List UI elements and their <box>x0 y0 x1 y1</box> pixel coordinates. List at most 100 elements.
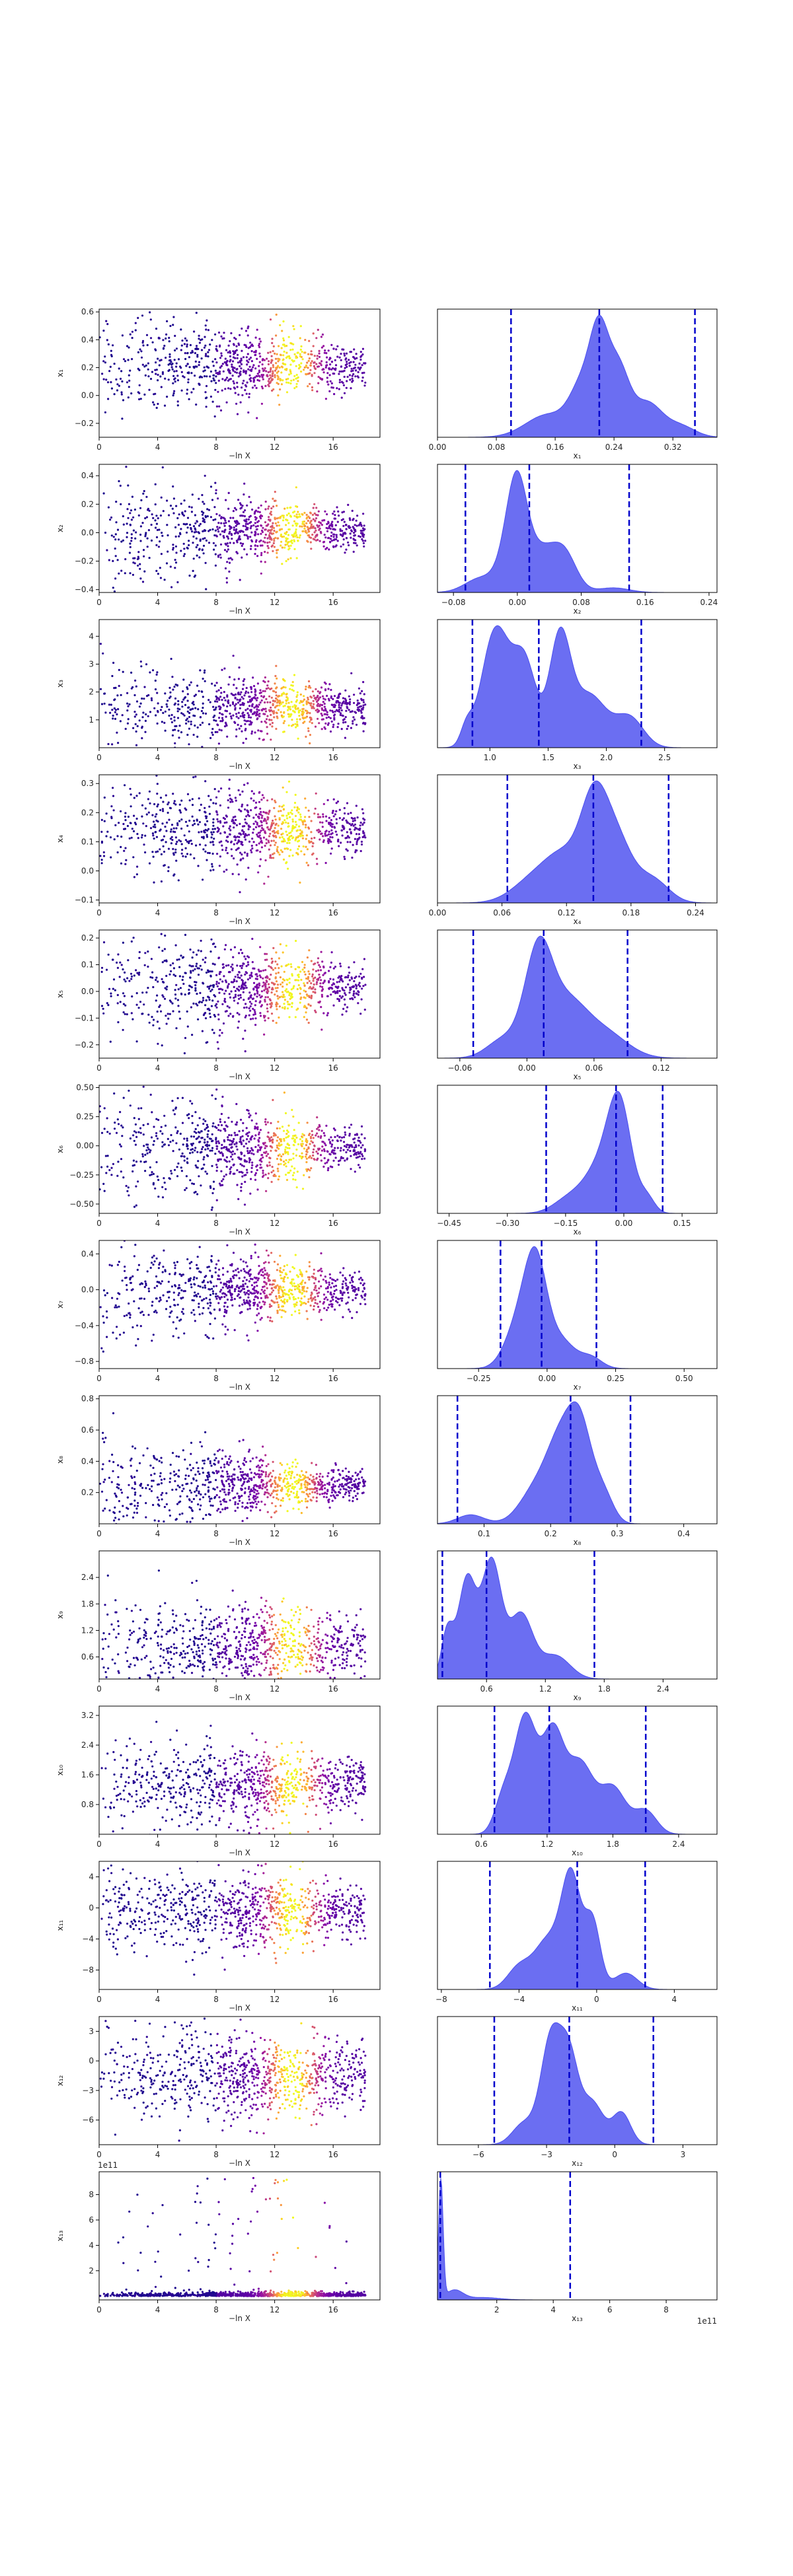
trace-point <box>324 727 326 730</box>
trace-point <box>233 678 236 681</box>
trace-point <box>155 569 158 573</box>
trace-point <box>361 540 364 542</box>
trace-point <box>202 848 205 851</box>
trace-point <box>216 818 219 820</box>
trace-point <box>258 974 261 977</box>
trace-point <box>355 353 358 355</box>
trace-point <box>267 990 270 993</box>
trace-point <box>175 984 178 986</box>
trace-point <box>257 871 260 874</box>
trace-point <box>191 1034 194 1036</box>
trace-point <box>323 980 326 983</box>
trace-point <box>260 699 263 702</box>
trace-point <box>274 799 276 802</box>
trace-point <box>295 851 298 854</box>
trace-point <box>208 349 211 351</box>
trace-point <box>358 705 361 708</box>
trace-point <box>244 389 246 392</box>
trace-point <box>176 400 179 403</box>
trace-point <box>361 380 363 382</box>
trace-point <box>144 1153 147 1156</box>
trace-point <box>244 1016 246 1019</box>
trace-point <box>237 873 240 876</box>
trace-point <box>295 515 298 519</box>
trace-point <box>208 699 210 701</box>
trace-point <box>307 1003 310 1006</box>
trace-point <box>126 522 128 525</box>
trace-point <box>349 828 352 831</box>
trace-point <box>110 387 113 390</box>
trace-ytick-label: 0.0 <box>81 987 94 996</box>
trace-point <box>276 832 279 834</box>
trace-point <box>278 853 281 856</box>
trace-point <box>174 993 177 996</box>
trace-point <box>212 802 215 805</box>
trace-point <box>300 370 303 373</box>
trace-point <box>274 522 277 525</box>
trace-point <box>252 1017 254 1020</box>
trace-point <box>232 366 235 369</box>
trace-point <box>305 701 308 704</box>
trace-point <box>312 507 315 509</box>
trace-point <box>135 823 137 826</box>
trace-point <box>286 834 289 836</box>
trace-point <box>268 809 271 812</box>
trace-point <box>223 948 226 950</box>
trace-point <box>314 807 317 810</box>
trace-point <box>119 484 122 487</box>
trace-point <box>311 533 314 536</box>
density-xtick-label: 0.00 <box>429 443 447 452</box>
trace-point <box>274 987 277 989</box>
trace-point <box>321 960 324 963</box>
trace-point <box>242 684 245 686</box>
trace-point <box>312 986 315 989</box>
trace-point <box>226 852 229 855</box>
trace-point <box>319 976 321 979</box>
trace-point <box>270 526 272 528</box>
trace-point <box>295 700 297 703</box>
trace-point <box>310 1140 313 1143</box>
trace-point <box>217 790 220 793</box>
trace-point <box>337 695 340 698</box>
trace-point <box>188 505 191 508</box>
trace-point <box>228 1006 231 1009</box>
trace-point <box>194 968 196 970</box>
trace-point <box>178 535 180 538</box>
trace-point <box>186 710 189 713</box>
trace-point <box>270 360 273 363</box>
trace-point <box>204 811 207 814</box>
trace-point <box>356 699 359 702</box>
trace-point <box>250 688 252 690</box>
trace-point <box>176 999 179 1001</box>
trace-point <box>173 1168 176 1171</box>
trace-point <box>328 699 330 701</box>
trace-point <box>147 798 149 801</box>
trace-point <box>283 995 286 998</box>
trace-point <box>211 728 214 731</box>
trace-point <box>289 515 291 517</box>
trace-point <box>279 976 282 979</box>
trace-point <box>277 701 280 703</box>
trace-point <box>143 393 146 396</box>
trace-point <box>159 359 161 362</box>
trace-point <box>262 713 265 715</box>
trace-point <box>184 933 187 936</box>
trace-point <box>138 950 141 954</box>
trace-point <box>359 523 362 526</box>
trace-point <box>317 376 320 378</box>
trace-point <box>157 546 160 548</box>
trace-point <box>303 698 305 701</box>
trace-point <box>192 542 194 544</box>
trace-point <box>123 770 125 772</box>
trace-point <box>305 686 307 688</box>
trace-point <box>252 982 256 984</box>
trace-point <box>221 988 224 991</box>
trace-point <box>179 811 182 814</box>
trace-point <box>117 708 120 711</box>
trace-point <box>205 353 208 355</box>
trace-point <box>211 1192 214 1194</box>
trace-point <box>104 411 106 413</box>
trace-point <box>235 799 237 802</box>
trace-point <box>317 365 321 368</box>
trace-point <box>301 960 304 964</box>
